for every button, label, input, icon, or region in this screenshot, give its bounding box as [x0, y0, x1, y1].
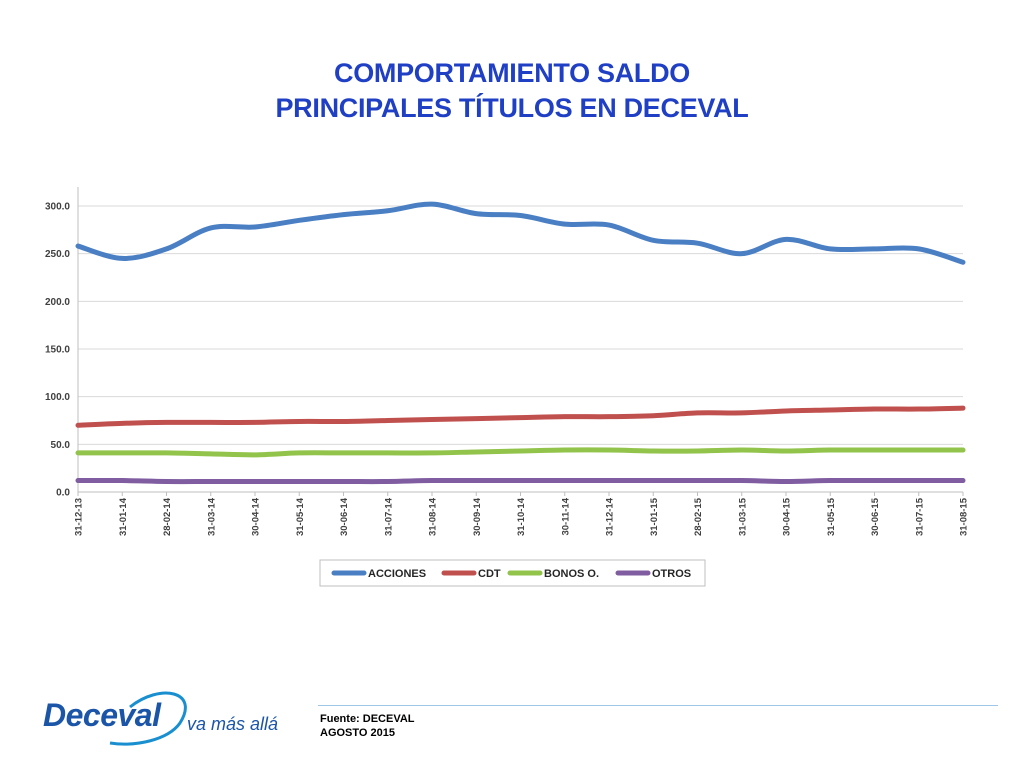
title-line-2: PRINCIPALES TÍTULOS EN DECEVAL [275, 93, 749, 123]
y-tick-label: 300.0 [45, 202, 70, 213]
legend-label: OTROS [652, 568, 691, 580]
x-tick-label: 31-10-14 [516, 497, 527, 536]
title-line-1: COMPORTAMIENTO SALDO [334, 58, 690, 88]
legend-label: BONOS O. [544, 568, 599, 580]
logo-tagline: va más allá [187, 714, 279, 734]
x-tick-label: 31-12-14 [605, 497, 616, 536]
series-line-acciones [75, 201, 966, 265]
y-tick-label: 200.0 [45, 297, 70, 308]
x-tick-label: 28-02-14 [162, 497, 173, 536]
x-tick-label: 30-04-14 [251, 497, 262, 536]
x-tick-label: 31-12-13 [74, 498, 85, 536]
logo-word: Deceval [43, 697, 161, 733]
y-tick-label: 50.0 [51, 440, 71, 451]
y-tick-label: 0.0 [56, 488, 70, 499]
x-tick-label: 31-05-15 [826, 497, 837, 536]
x-tick-label: 31-08-14 [428, 497, 439, 536]
x-tick-label: 30-09-14 [472, 497, 483, 536]
y-tick-label: 150.0 [45, 345, 70, 356]
x-tick-label: 31-03-14 [206, 497, 217, 536]
footer-divider [318, 705, 998, 706]
logo-swoosh-icon [109, 691, 187, 746]
source-note: Fuente: DECEVAL AGOSTO 2015 [320, 712, 415, 740]
y-tick-label: 100.0 [45, 392, 70, 403]
slide-title: COMPORTAMIENTO SALDO PRINCIPALES TÍTULOS… [0, 56, 1024, 126]
x-tick-label: 30-06-15 [870, 497, 881, 536]
legend-label: CDT [478, 568, 501, 580]
x-tick-label: 28-02-15 [693, 497, 704, 536]
source-line-1: Fuente: DECEVAL [320, 713, 415, 725]
x-tick-label: 31-05-14 [295, 497, 306, 536]
source-line-2: AGOSTO 2015 [320, 727, 395, 739]
x-tick-label: 31-01-15 [649, 497, 660, 536]
x-tick-label: 30-11-14 [560, 497, 571, 535]
series-line-cdt [75, 405, 966, 428]
x-tick-label: 31-07-15 [914, 497, 925, 536]
x-tick-label: 31-01-14 [118, 497, 129, 536]
x-tick-label: 31-08-15 [959, 497, 970, 536]
legend-label: ACCIONES [368, 568, 426, 580]
deceval-logo: Deceval va más allá [40, 685, 290, 755]
x-tick-label: 31-03-15 [737, 497, 748, 536]
series-line-otros [75, 477, 966, 485]
x-tick-label: 31-07-14 [383, 497, 394, 536]
series-line-bonos-o [75, 447, 966, 458]
x-tick-label: 30-04-15 [782, 497, 793, 536]
y-tick-label: 250.0 [45, 249, 70, 260]
x-tick-label: 30-06-14 [339, 497, 350, 536]
